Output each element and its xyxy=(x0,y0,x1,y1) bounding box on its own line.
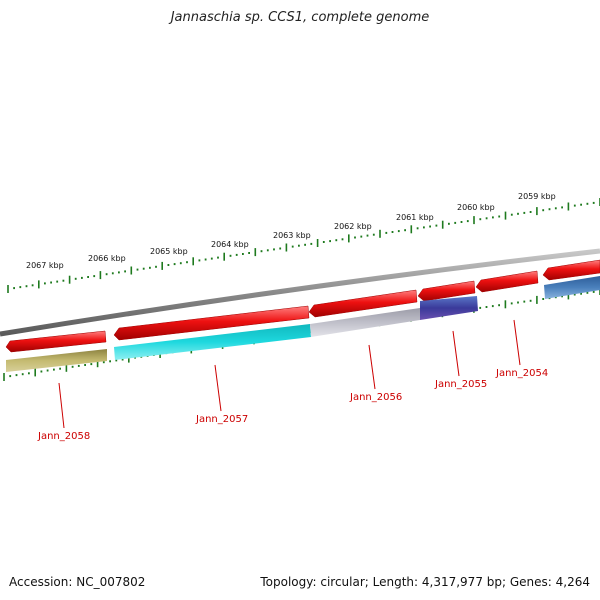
kbp-label: 2065 kbp xyxy=(150,247,188,256)
leader-line xyxy=(513,319,521,366)
leader-line xyxy=(452,330,460,377)
topology-text: Topology: circular; Length: 4,317,977 bp… xyxy=(260,575,590,589)
leader-line xyxy=(214,364,222,412)
kbp-label: 2060 kbp xyxy=(457,203,495,212)
leader-line xyxy=(58,382,65,429)
forward-gene-arrow[interactable] xyxy=(475,270,539,293)
gene-jann-2056[interactable] xyxy=(310,308,420,337)
kbp-label: 2063 kbp xyxy=(273,231,311,240)
forward-strand xyxy=(5,259,600,353)
forward-gene-arrow[interactable] xyxy=(542,259,600,281)
map-title: Jannaschia sp. CCS1, complete genome xyxy=(170,10,430,25)
genome-backbone xyxy=(0,248,600,337)
gene-jann-2058[interactable] xyxy=(6,349,107,372)
gene-jann-2057[interactable] xyxy=(114,324,311,360)
forward-gene-arrow[interactable] xyxy=(417,280,476,302)
accession-text: Accession: NC_007802 xyxy=(9,575,146,589)
kbp-label: 2059 kbp xyxy=(518,192,556,201)
gene-label-jann-2054[interactable]: Jann_2054 xyxy=(495,368,548,379)
kbp-label: 2062 kbp xyxy=(334,222,372,231)
kbp-label: 2067 kbp xyxy=(26,261,64,270)
kbp-label: 2061 kbp xyxy=(396,213,434,222)
gene-label-jann-2056[interactable]: Jann_2056 xyxy=(349,392,402,403)
gene-label-jann-2055[interactable]: Jann_2055 xyxy=(434,379,487,390)
reverse-strand xyxy=(6,276,600,372)
outer-tick-scale xyxy=(7,198,600,293)
forward-gene-arrow[interactable] xyxy=(308,289,418,318)
kbp-label: 2066 kbp xyxy=(88,254,126,263)
gene-label-jann-2057[interactable]: Jann_2057 xyxy=(195,414,248,425)
forward-gene-arrow[interactable] xyxy=(5,330,107,353)
leader-line xyxy=(368,344,376,390)
kbp-label: 2064 kbp xyxy=(211,240,249,249)
gene-label-jann-2058[interactable]: Jann_2058 xyxy=(37,431,90,442)
gene-jann-2055[interactable] xyxy=(420,296,478,320)
gene-reverse-right[interactable] xyxy=(544,276,600,299)
forward-gene-arrow[interactable] xyxy=(113,305,310,341)
